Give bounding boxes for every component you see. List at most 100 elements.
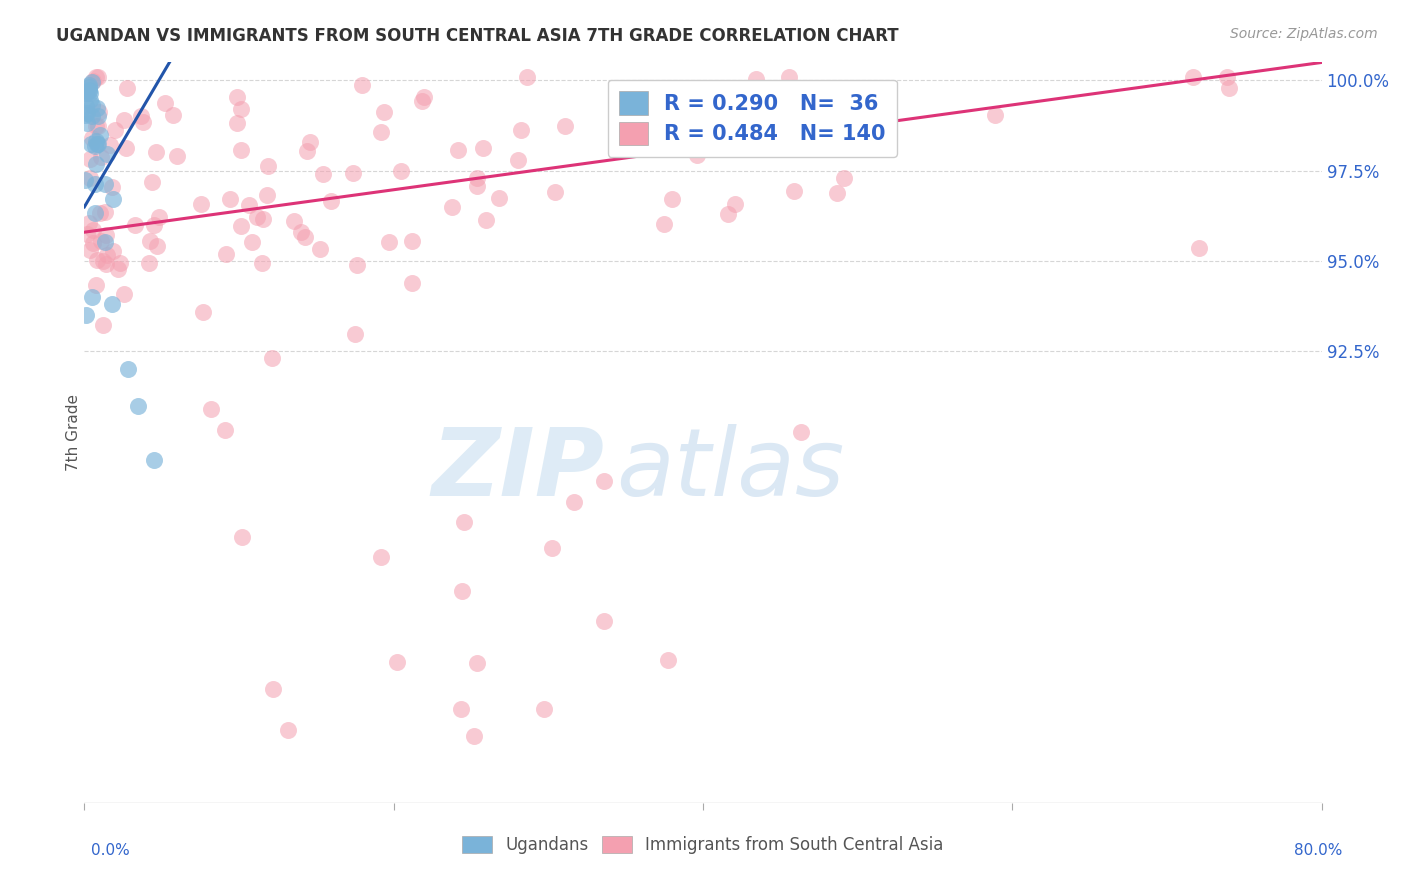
Point [401,277,423,291]
Text: 0.0%: 0.0% [91,843,131,858]
Text: 80.0%: 80.0% [1295,843,1343,858]
Point [86,253,108,268]
Point [277,723,299,737]
Point [82,74,104,88]
Point [101,192,124,206]
Text: UGANDAN VS IMMIGRANTS FROM SOUTH CENTRAL ASIA 7TH GRADE CORRELATION CHART: UGANDAN VS IMMIGRANTS FROM SOUTH CENTRAL… [56,27,898,45]
Point [745,72,768,87]
Point [657,653,679,667]
Point [225,116,247,130]
Point [114,112,136,127]
Point [467,178,489,193]
Point [80,137,103,152]
Point [94,204,117,219]
Point [200,402,222,417]
Point [783,184,806,198]
Point [83,139,105,153]
Text: Source: ZipAtlas.com: Source: ZipAtlas.com [1230,27,1378,41]
Point [107,262,129,277]
Point [297,145,319,159]
Point [453,515,475,529]
Point [146,239,169,253]
Point [79,171,101,186]
Point [94,177,117,191]
Point [87,104,110,119]
Point [226,90,249,104]
Point [80,131,103,145]
Point [219,192,242,206]
Point [778,70,800,84]
Point [127,399,149,413]
Point [465,656,488,670]
Point [86,136,108,151]
Point [76,105,98,120]
Point [256,188,278,202]
Point [82,235,104,250]
Point [540,541,562,555]
Point [450,584,472,599]
Point [346,258,368,272]
Point [96,146,118,161]
Y-axis label: 7th Grade: 7th Grade [66,394,80,471]
Point [108,256,131,270]
Point [231,530,253,544]
Point [832,171,855,186]
Point [103,244,125,259]
Point [166,149,188,163]
Point [474,213,496,227]
Point [262,681,284,696]
Point [724,196,747,211]
Point [652,217,675,231]
Point [75,308,97,322]
Point [101,180,124,194]
Point [342,165,364,179]
Point [115,81,138,95]
Point [308,242,330,256]
Point [191,305,214,319]
Point [145,145,167,159]
Point [801,89,824,103]
Point [86,101,108,115]
Point [190,196,212,211]
Point [447,143,470,157]
Point [91,318,114,332]
Point [96,257,118,271]
Point [104,123,127,137]
Point [76,227,98,241]
Point [1218,80,1240,95]
Point [321,194,343,208]
Point [506,153,529,168]
Point [112,287,135,301]
Point [257,159,280,173]
Point [231,143,253,157]
Point [373,105,395,120]
Point [312,167,335,181]
Point [592,475,614,489]
Point [101,297,124,311]
Point [229,102,252,116]
Point [131,109,153,123]
Point [352,78,374,92]
Point [91,254,114,268]
Point [215,246,238,260]
Point [83,177,105,191]
Text: ZIP: ZIP [432,424,605,516]
Text: atlas: atlas [616,424,845,516]
Point [411,95,433,109]
Point [1188,241,1211,255]
Point [553,119,575,133]
Point [75,99,97,113]
Point [77,215,100,229]
Point [77,78,100,92]
Point [238,198,260,212]
Point [143,452,166,467]
Point [138,256,160,270]
Point [825,186,848,200]
Point [516,70,538,84]
Point [79,84,101,98]
Point [90,235,112,249]
Point [114,141,136,155]
Point [75,86,97,100]
Point [84,119,107,133]
Point [844,139,866,153]
